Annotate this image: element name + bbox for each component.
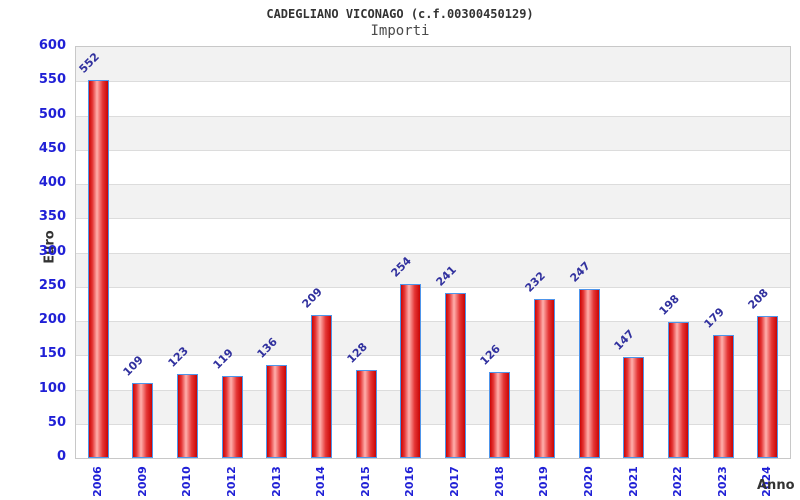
y-tick-label: 0 — [56, 449, 66, 464]
y-tick-label: 200 — [38, 312, 66, 327]
x-tick-label: 2013 — [269, 465, 283, 497]
bar-2006 — [88, 80, 109, 458]
bar-2020 — [579, 289, 600, 458]
gridline — [76, 286, 790, 288]
y-tick-label: 250 — [38, 277, 66, 293]
gridline — [76, 252, 790, 254]
x-tick-label: 2020 — [581, 465, 595, 497]
bar-2016 — [400, 284, 421, 458]
x-tick-label: 2016 — [403, 465, 417, 497]
chart-title: CADEGLIANO VICONAGO (c.f.00300450129) — [266, 7, 534, 21]
gridline — [76, 355, 790, 357]
x-tick-label: 2017 — [447, 465, 461, 497]
gridline — [76, 149, 790, 151]
bar-2019 — [534, 299, 555, 458]
x-tick-label: 2022 — [670, 465, 684, 497]
gridline — [76, 423, 790, 425]
y-tick-label: 550 — [38, 72, 66, 88]
x-axis-title: Anno — [757, 478, 795, 493]
x-tick-label: 2023 — [715, 465, 729, 497]
y-tick-label: 50 — [47, 414, 66, 430]
bar-2021 — [623, 357, 644, 458]
y-tick-label: 350 — [38, 209, 66, 225]
bar-2014 — [311, 315, 332, 458]
x-tick-label: 2021 — [626, 465, 640, 497]
plot-area: 552 109 123 119 136 209 128 254 241 126 232 247 147 1… — [75, 46, 791, 459]
gridline — [76, 115, 790, 117]
y-tick-label: 150 — [38, 346, 66, 362]
bar-2015 — [356, 370, 377, 458]
y-tick-label: 500 — [38, 106, 66, 122]
plot-band — [76, 252, 790, 287]
gridline — [76, 389, 790, 391]
plot-band — [76, 184, 790, 219]
gridline — [76, 321, 790, 322]
x-tick-label: 2010 — [180, 465, 194, 497]
x-tick-label: 2018 — [492, 465, 506, 497]
plot-band — [76, 47, 790, 82]
y-tick-label: 450 — [38, 140, 66, 156]
bar-2017 — [445, 293, 466, 458]
gridline — [76, 184, 790, 185]
y-tick-label: 400 — [38, 175, 66, 190]
y-tick-label: 600 — [38, 38, 66, 53]
gridline — [76, 81, 790, 83]
plot-band — [76, 81, 790, 116]
bar-2023 — [713, 335, 734, 458]
y-tick-label: 300 — [38, 243, 66, 259]
x-tick-label: 2006 — [90, 465, 104, 497]
bar-2013 — [266, 365, 287, 458]
plot-band — [76, 115, 790, 150]
chart-subtitle: Importi — [370, 23, 430, 39]
y-tick-label: 100 — [38, 380, 66, 396]
bar-2009 — [132, 383, 153, 458]
bar-2022 — [668, 322, 689, 458]
gridline — [76, 218, 790, 220]
bar-2018 — [489, 372, 510, 458]
x-tick-label: 2014 — [313, 465, 327, 497]
plot-band — [76, 286, 790, 321]
x-tick-label: 2015 — [358, 465, 372, 497]
plot-band — [76, 218, 790, 253]
bar-2010 — [177, 374, 198, 458]
x-tick-label: 2009 — [135, 465, 149, 497]
plot-band — [76, 149, 790, 184]
bar-2024 — [757, 316, 778, 458]
x-tick-label: 2019 — [537, 465, 551, 497]
bar-2012 — [222, 376, 243, 458]
x-tick-label: 2012 — [224, 465, 238, 497]
